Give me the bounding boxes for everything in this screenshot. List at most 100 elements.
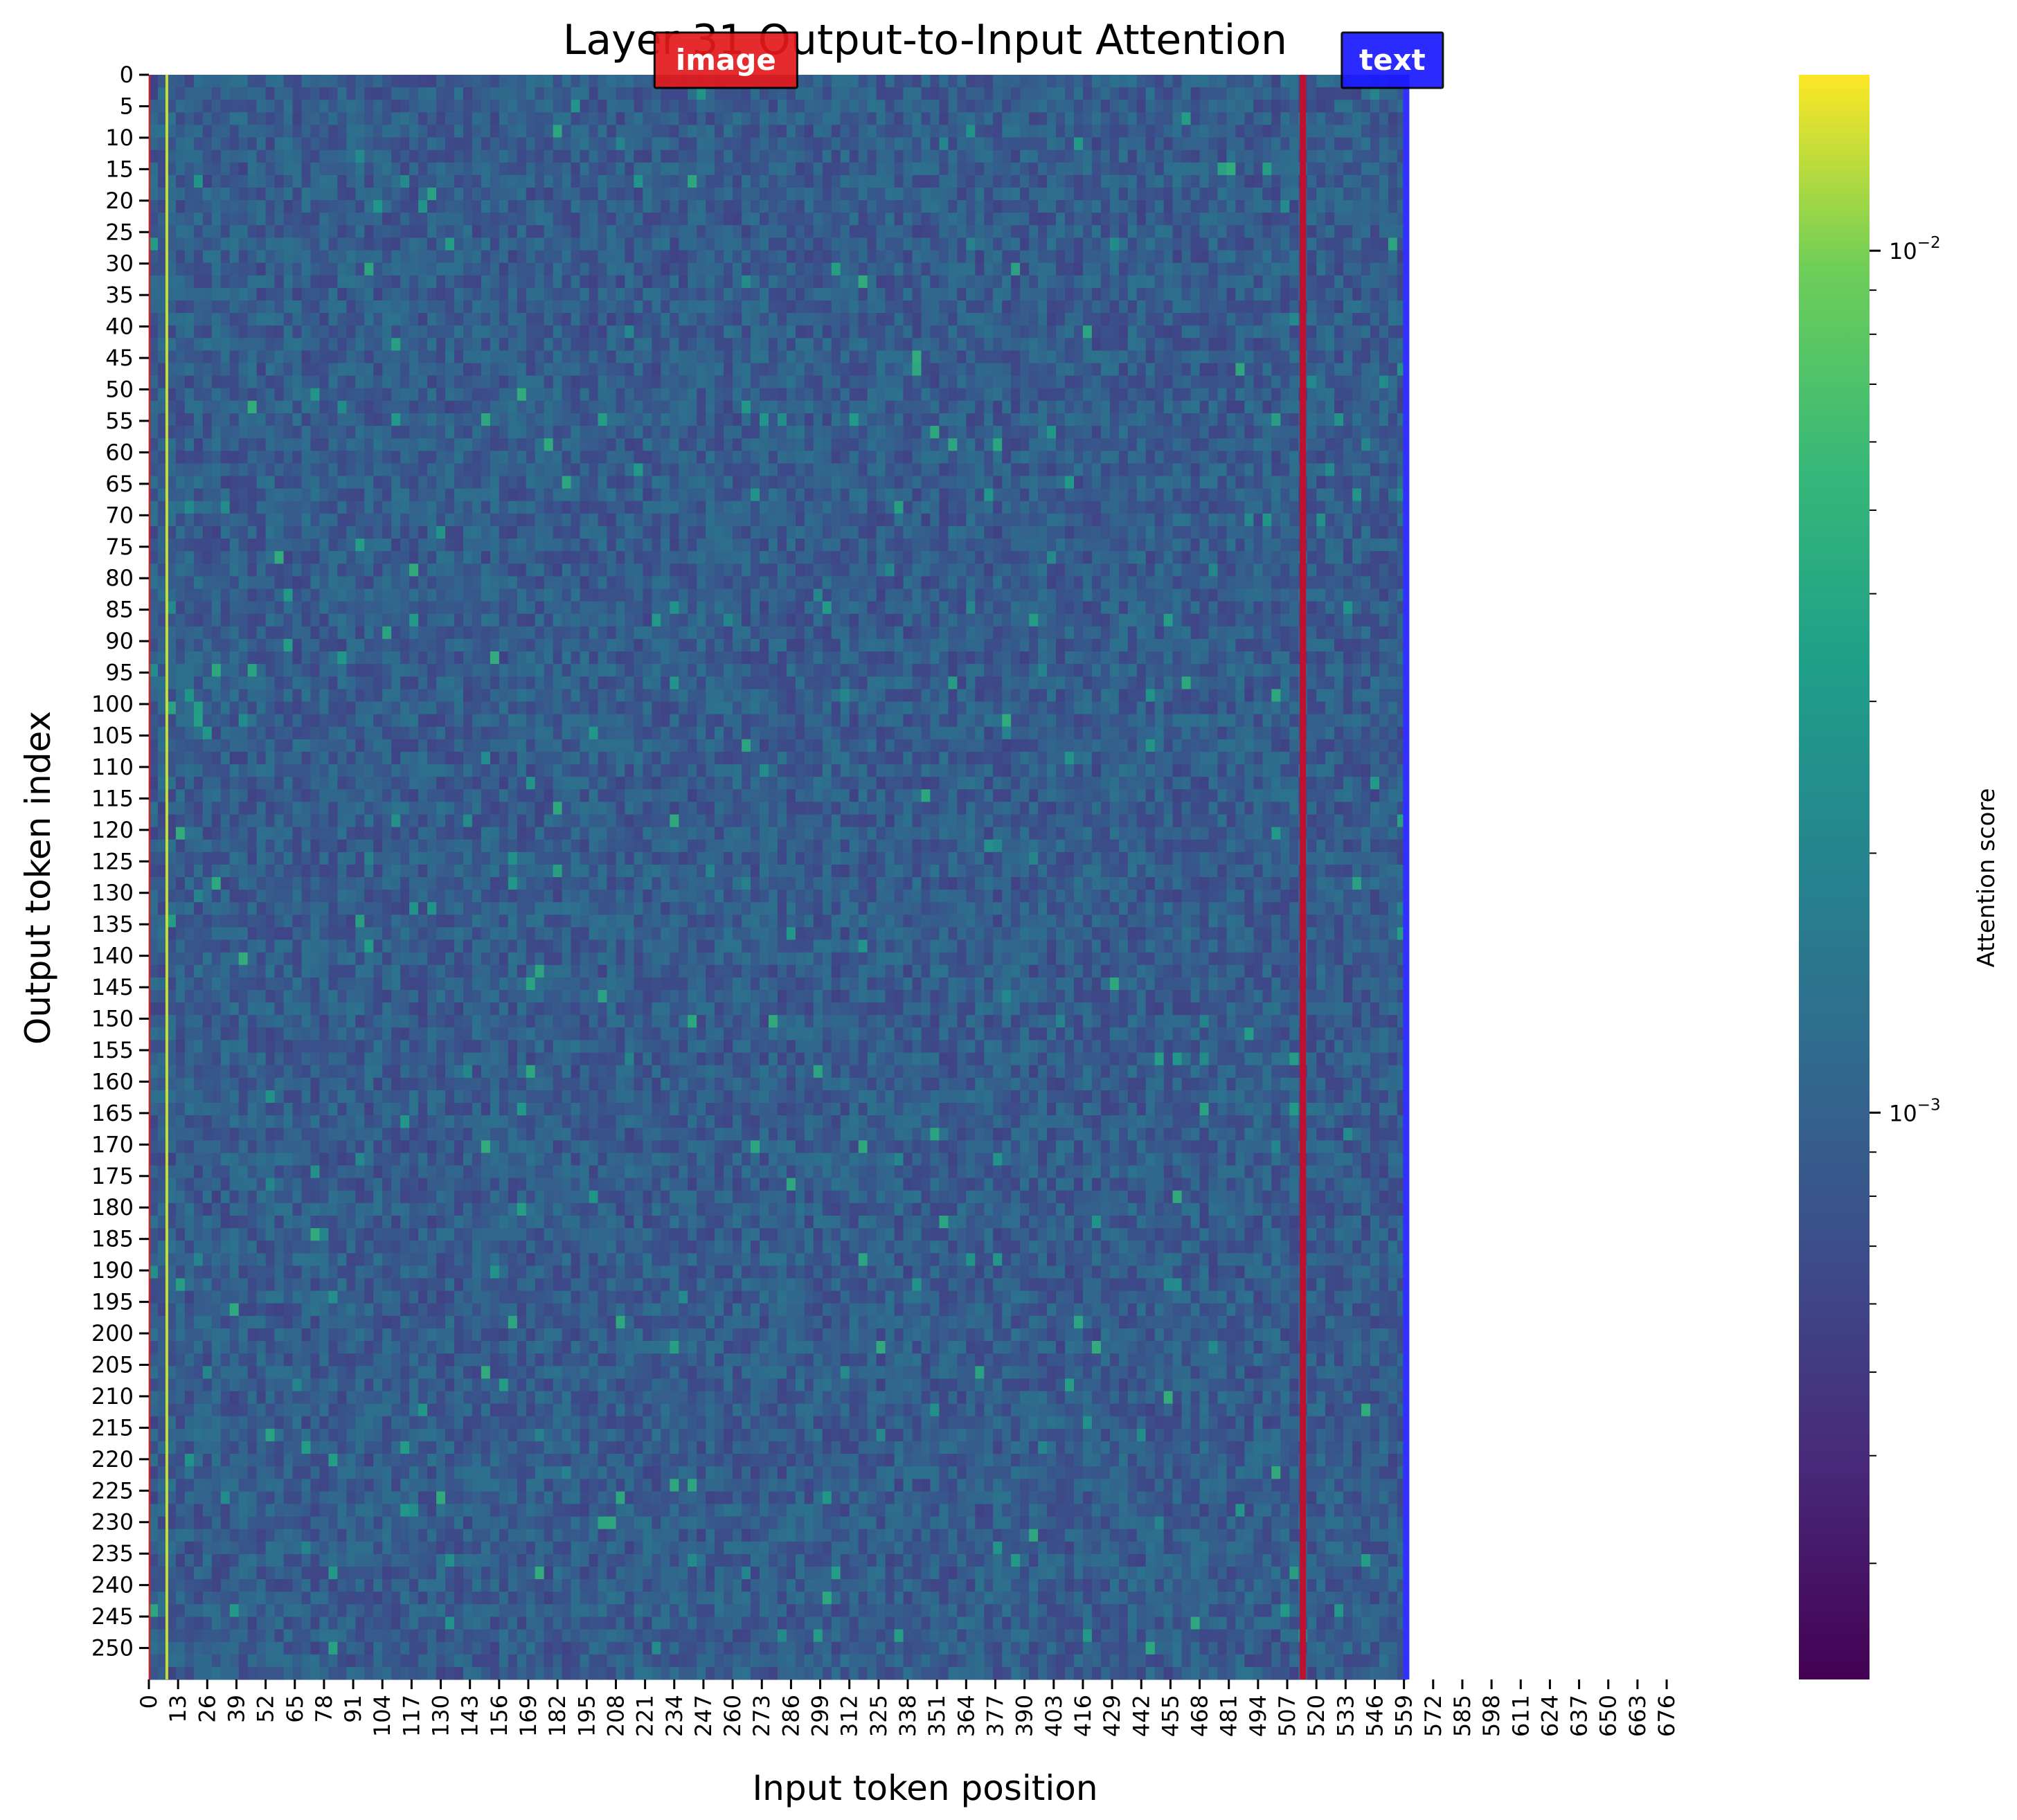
heatmap-cell <box>490 388 500 402</box>
heatmap-cell <box>436 276 446 289</box>
heatmap-cell <box>1289 376 1299 389</box>
heatmap-cell <box>436 489 446 502</box>
heatmap-cell <box>1191 489 1201 502</box>
heatmap-cell <box>832 350 841 363</box>
heatmap-cell <box>975 413 985 426</box>
heatmap-cell <box>868 401 877 414</box>
heatmap-cell <box>364 225 374 238</box>
heatmap-cell <box>194 413 204 426</box>
heatmap-cell <box>1137 213 1147 226</box>
heatmap-cell <box>1289 150 1299 163</box>
heatmap-cell <box>1388 225 1398 238</box>
heatmap-cell <box>490 100 500 113</box>
heatmap-cell <box>571 188 581 201</box>
heatmap-cell <box>1200 225 1210 238</box>
heatmap-cell <box>400 112 410 125</box>
heatmap-cell <box>832 138 841 151</box>
heatmap-cell <box>337 150 347 163</box>
heatmap-cell <box>562 112 572 125</box>
heatmap-cell <box>904 476 913 489</box>
heatmap-cell <box>679 163 688 176</box>
heatmap-cell <box>823 138 832 151</box>
heatmap-cell <box>1119 163 1129 176</box>
heatmap-cell <box>1173 451 1183 464</box>
heatmap-cell <box>661 426 670 439</box>
heatmap-cell <box>248 376 258 389</box>
heatmap-cell <box>221 100 231 113</box>
heatmap-cell <box>1379 237 1389 251</box>
heatmap-cell <box>1074 288 1084 301</box>
heatmap-cell <box>688 276 697 289</box>
heatmap-cell <box>1191 426 1201 439</box>
heatmap-cell <box>302 225 312 238</box>
heatmap-cell <box>355 501 365 514</box>
heatmap-cell <box>517 300 527 314</box>
heatmap-cell <box>1253 325 1263 339</box>
heatmap-cell <box>652 288 661 301</box>
heatmap-cell <box>176 376 186 389</box>
heatmap-cell <box>1379 276 1389 289</box>
heatmap-cell <box>922 300 931 314</box>
heatmap-cell <box>1101 251 1111 264</box>
heatmap-cell <box>535 75 545 88</box>
heatmap-cell <box>1146 376 1156 389</box>
heatmap-cell <box>1182 325 1192 339</box>
heatmap-cell <box>966 313 976 326</box>
heatmap-cell <box>409 237 419 251</box>
heatmap-cell <box>948 363 958 377</box>
heatmap-cell <box>544 125 554 138</box>
heatmap-cell <box>652 251 661 264</box>
heatmap-cell <box>472 401 482 414</box>
heatmap-cell <box>400 451 410 464</box>
heatmap-cell <box>1173 463 1183 476</box>
heatmap-cell <box>643 188 652 201</box>
heatmap-cell <box>805 225 814 238</box>
heatmap-cell <box>939 438 949 451</box>
heatmap-cell <box>1253 188 1263 201</box>
heatmap-cell <box>580 376 590 389</box>
heatmap-cell <box>652 376 661 389</box>
heatmap-cell <box>643 300 652 314</box>
heatmap-cell <box>499 150 509 163</box>
heatmap-cell <box>1191 438 1201 451</box>
heatmap-cell <box>984 276 994 289</box>
heatmap-cell <box>814 200 823 213</box>
heatmap-cell <box>877 426 886 439</box>
heatmap-cell <box>1110 338 1120 351</box>
heatmap-cell <box>319 213 329 226</box>
heatmap-cell <box>508 188 518 201</box>
heatmap-cell <box>823 325 832 339</box>
heatmap-cell <box>877 150 886 163</box>
heatmap-cell <box>1334 300 1344 314</box>
heatmap-cell <box>841 237 850 251</box>
heatmap-cell <box>1137 175 1147 188</box>
heatmap-cell <box>625 125 634 138</box>
heatmap-cell <box>948 338 958 351</box>
heatmap-cell <box>535 313 545 326</box>
heatmap-cell <box>877 350 886 363</box>
heatmap-cell <box>643 501 652 514</box>
heatmap-cell <box>1173 501 1183 514</box>
heatmap-cell <box>877 125 886 138</box>
heatmap-cell <box>697 276 706 289</box>
heatmap-cell <box>688 150 697 163</box>
heatmap-cell <box>1182 87 1192 100</box>
heatmap-cell <box>1370 489 1380 502</box>
heatmap-cell <box>957 263 967 276</box>
heatmap-cell <box>652 413 661 426</box>
heatmap-cell <box>1083 489 1093 502</box>
heatmap-cell <box>850 263 859 276</box>
heatmap-cell <box>841 350 850 363</box>
heatmap-cell <box>634 451 643 464</box>
heatmap-cell <box>868 325 877 339</box>
heatmap-cell <box>203 501 213 514</box>
heatmap-cell <box>257 276 267 289</box>
heatmap-cell <box>859 376 868 389</box>
heatmap-cell <box>957 350 967 363</box>
heatmap-cell <box>176 276 186 289</box>
heatmap-cell <box>553 388 563 402</box>
heatmap-cell <box>1316 112 1326 125</box>
heatmap-cell <box>257 213 267 226</box>
heatmap-cell <box>877 100 886 113</box>
heatmap-cell <box>1056 100 1066 113</box>
